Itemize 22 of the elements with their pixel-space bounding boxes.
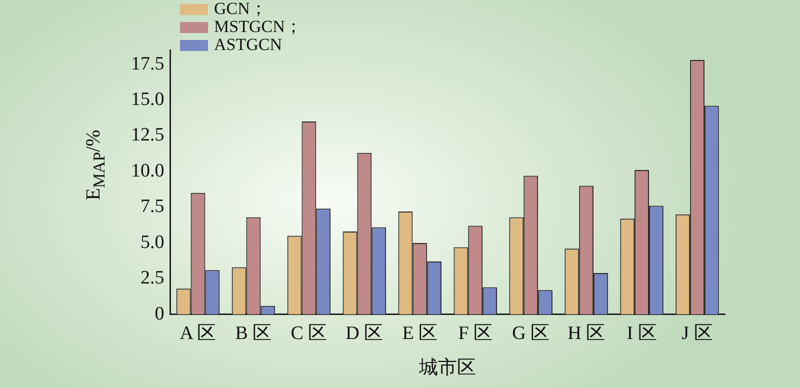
legend-label: GCN； xyxy=(214,0,267,18)
x-tick-label: A 区 xyxy=(180,322,216,344)
x-tick-label: F 区 xyxy=(458,322,493,344)
x-tick-label: B 区 xyxy=(235,322,272,344)
x-tick-label: E 区 xyxy=(402,322,438,344)
y-tick-label: 2.5 xyxy=(140,268,164,289)
legend-label: MSTGCN； xyxy=(214,17,302,36)
x-tick-label: C 区 xyxy=(290,322,328,344)
x-tick-label: J 区 xyxy=(682,322,713,344)
x-tick-label: D 区 xyxy=(346,322,384,344)
y-tick-label: 15.0 xyxy=(131,89,164,110)
y-tick-label: 5.0 xyxy=(140,232,164,253)
x-axis-title: 城市区 xyxy=(418,356,476,379)
y-tick-label: 0 xyxy=(154,303,164,324)
x-tick-label: H 区 xyxy=(568,322,606,344)
y-tick-label: 10.0 xyxy=(131,160,164,182)
y-tick-label: 7.5 xyxy=(140,196,164,218)
x-tick-label: G 区 xyxy=(512,322,550,344)
legend-label: ASTGCN xyxy=(214,35,282,54)
y-tick-label: 12.5 xyxy=(131,124,164,146)
x-tick-label: I 区 xyxy=(626,322,657,344)
y-tick-label: 17.5 xyxy=(131,53,164,74)
